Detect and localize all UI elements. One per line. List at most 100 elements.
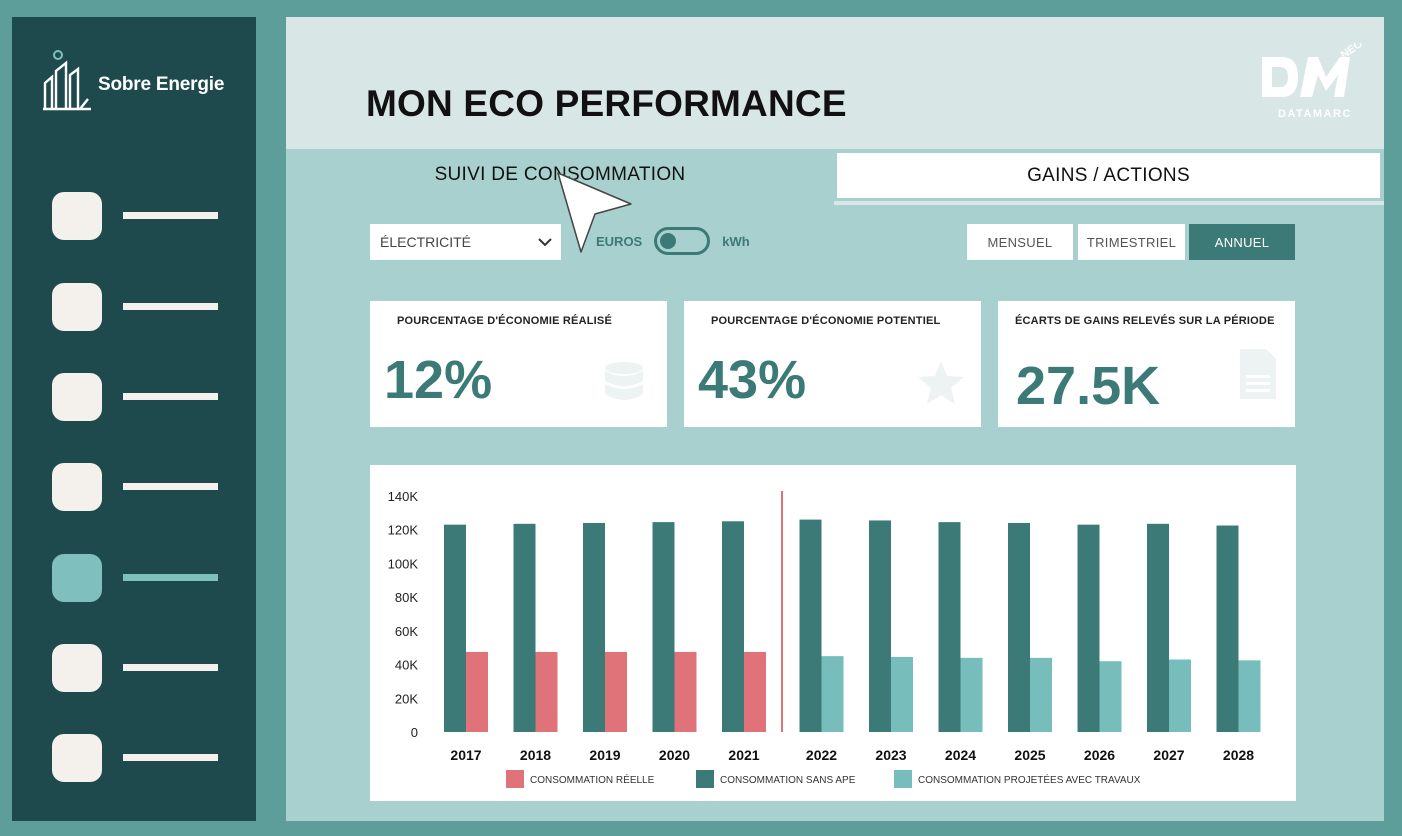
sidebar: Sobre Energie — [12, 17, 256, 821]
sidebar-item-label-placeholder — [123, 303, 218, 310]
bar-sans-ape — [869, 520, 891, 732]
bar-projetee — [1030, 657, 1052, 732]
period-button-annuel[interactable]: ANNUEL — [1189, 224, 1295, 260]
tab-gains-actions[interactable]: GAINS / ACTIONS — [837, 153, 1380, 198]
x-tick-label: 2021 — [728, 747, 759, 763]
tab-divider — [834, 201, 1384, 205]
sidebar-item-icon — [52, 644, 102, 692]
consumption-chart: 0 20K 40K 60K 80K 100K 120K 140K 2017 2018 2019 202… — [370, 465, 1296, 801]
main-panel: MON ECO PERFORMANCE NEO DATAMARC SUIVI D… — [286, 17, 1384, 821]
legend-swatch — [894, 770, 912, 788]
brand: Sobre Energie — [42, 49, 224, 111]
bar-sans-ape — [652, 522, 675, 732]
period-button-trimestriel[interactable]: TRIMESTRIEL — [1078, 224, 1185, 260]
bar-projetee — [1169, 659, 1191, 732]
sidebar-item-label-placeholder — [123, 574, 218, 581]
y-tick-label: 140K — [388, 489, 419, 504]
star-icon — [918, 361, 964, 404]
kpi-value: 12% — [384, 350, 493, 410]
logo-text: DATAMARC — [1278, 108, 1352, 120]
bar-sans-ape — [799, 519, 822, 732]
bar-projetee — [1238, 660, 1261, 732]
period-button-mensuel[interactable]: MENSUEL — [967, 224, 1073, 260]
consumption-chart-svg: 0 20K 40K 60K 80K 100K 120K 140K 2017 2018 2019 202… — [388, 489, 1261, 788]
sidebar-item-5[interactable] — [52, 554, 222, 602]
bar-sans-ape — [938, 522, 961, 732]
chevron-down-icon — [538, 238, 552, 247]
kpi-label: POURCENTAGE D'ÉCONOMIE POTENTIEL — [711, 315, 941, 327]
sidebar-item-label-placeholder — [123, 483, 218, 490]
datamarc-logo: NEO DATAMARC — [1262, 43, 1366, 120]
kpi-card-economie-potentiel: POURCENTAGE D'ÉCONOMIE POTENTIEL 43% — [684, 301, 981, 427]
bar-sans-ape — [513, 523, 536, 732]
y-tick-label: 60K — [395, 624, 418, 639]
sidebar-item-7[interactable] — [52, 734, 222, 782]
x-tick-label: 2022 — [806, 747, 837, 763]
sidebar-item-icon — [52, 373, 102, 421]
legend-label: CONSOMMATION PROJETÉES AVEC TRAVAUX — [918, 773, 1141, 786]
bar-projetee — [960, 657, 983, 732]
y-tick-label: 80K — [395, 590, 418, 605]
bar-reelle — [744, 651, 766, 732]
sidebar-item-icon — [52, 192, 102, 240]
legend-swatch — [506, 770, 524, 788]
bar-sans-ape — [1077, 524, 1100, 732]
bar-projetee — [1099, 661, 1122, 732]
y-tick-label: 40K — [395, 658, 418, 673]
bar-sans-ape — [722, 521, 744, 732]
building-logo-icon — [43, 50, 91, 111]
kpi-label: POURCENTAGE D'ÉCONOMIE RÉALISÉ — [397, 315, 612, 327]
document-icon — [1240, 349, 1276, 399]
sidebar-item-icon — [52, 283, 102, 331]
x-tick-label: 2028 — [1223, 747, 1254, 763]
bar-projetee — [891, 656, 913, 732]
bar-sans-ape — [1147, 523, 1169, 732]
energy-select-value: ÉLECTRICITÉ — [380, 234, 472, 250]
bar-reelle — [674, 651, 697, 732]
unit-toggle[interactable] — [654, 227, 711, 255]
x-tick-label: 2026 — [1084, 747, 1115, 763]
y-tick-label: 120K — [388, 523, 419, 538]
sidebar-item-2[interactable] — [52, 283, 222, 331]
sidebar-item-4[interactable] — [52, 463, 222, 511]
kpi-value: 27.5K — [1016, 356, 1161, 416]
sidebar-item-icon — [52, 463, 102, 511]
legend-label: CONSOMMATION SANS APE — [720, 775, 856, 786]
bar-reelle — [605, 651, 627, 732]
bar-reelle — [535, 651, 558, 732]
x-tick-label: 2020 — [659, 747, 690, 763]
x-tick-label: 2023 — [875, 747, 906, 763]
logo-tag: NEO — [1339, 43, 1366, 61]
bar-sans-ape — [583, 522, 605, 732]
kpi-value: 43% — [698, 350, 807, 410]
sidebar-item-icon — [52, 554, 102, 602]
y-tick-label: 20K — [395, 691, 418, 706]
header: MON ECO PERFORMANCE NEO DATAMARC — [286, 17, 1384, 149]
kpi-card-economie-realise: POURCENTAGE D'ÉCONOMIE RÉALISÉ 12% — [370, 301, 667, 427]
database-icon — [605, 362, 643, 400]
sidebar-item-label-placeholder — [123, 664, 218, 671]
toggle-label-kwh: kWh — [722, 233, 750, 249]
sidebar-item-icon — [52, 734, 102, 782]
x-tick-label: 2018 — [520, 747, 551, 763]
page-title: MON ECO PERFORMANCE — [366, 83, 847, 124]
sidebar-item-label-placeholder — [123, 754, 218, 761]
x-tick-label: 2024 — [945, 747, 976, 763]
x-tick-label: 2025 — [1014, 747, 1045, 763]
bar-sans-ape — [444, 524, 466, 732]
bar-sans-ape — [1216, 525, 1239, 732]
sidebar-item-1[interactable] — [52, 192, 222, 240]
x-tick-label: 2027 — [1153, 747, 1184, 763]
legend-swatch — [696, 770, 714, 788]
y-tick-label: 0 — [411, 725, 418, 740]
bar-projetee — [821, 656, 844, 732]
x-tick-label: 2019 — [589, 747, 620, 763]
bar-reelle — [466, 651, 488, 732]
energy-select[interactable]: ÉLECTRICITÉ — [370, 224, 561, 260]
legend-label: CONSOMMATION RÉELLE — [530, 773, 655, 786]
tab-suivi-consommation[interactable]: SUIVI DE CONSOMMATION — [434, 164, 686, 185]
kpi-card-ecarts-gains: ÉCARTS DE GAINS RELEVÉS SUR LA PÉRIODE 2… — [998, 301, 1295, 427]
sidebar-item-3[interactable] — [52, 373, 222, 421]
y-tick-label: 100K — [388, 556, 419, 571]
sidebar-item-6[interactable] — [52, 644, 222, 692]
